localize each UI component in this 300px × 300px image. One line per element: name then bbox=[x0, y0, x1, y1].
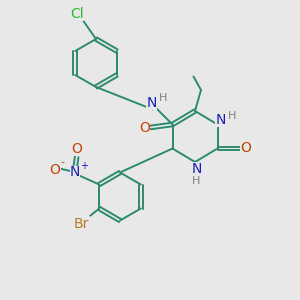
Text: -: - bbox=[60, 157, 64, 167]
Text: O: O bbox=[139, 121, 150, 134]
Text: N: N bbox=[191, 162, 202, 176]
Text: O: O bbox=[240, 142, 251, 155]
Text: Br: Br bbox=[74, 217, 89, 230]
Text: N: N bbox=[146, 96, 157, 110]
Text: H: H bbox=[192, 176, 201, 186]
Text: O: O bbox=[71, 142, 82, 156]
Text: O: O bbox=[50, 163, 61, 176]
Text: H: H bbox=[159, 93, 168, 103]
Text: Cl: Cl bbox=[70, 8, 84, 21]
Text: H: H bbox=[228, 110, 237, 121]
Text: N: N bbox=[70, 166, 80, 179]
Text: N: N bbox=[215, 113, 226, 127]
Text: +: + bbox=[80, 161, 88, 171]
